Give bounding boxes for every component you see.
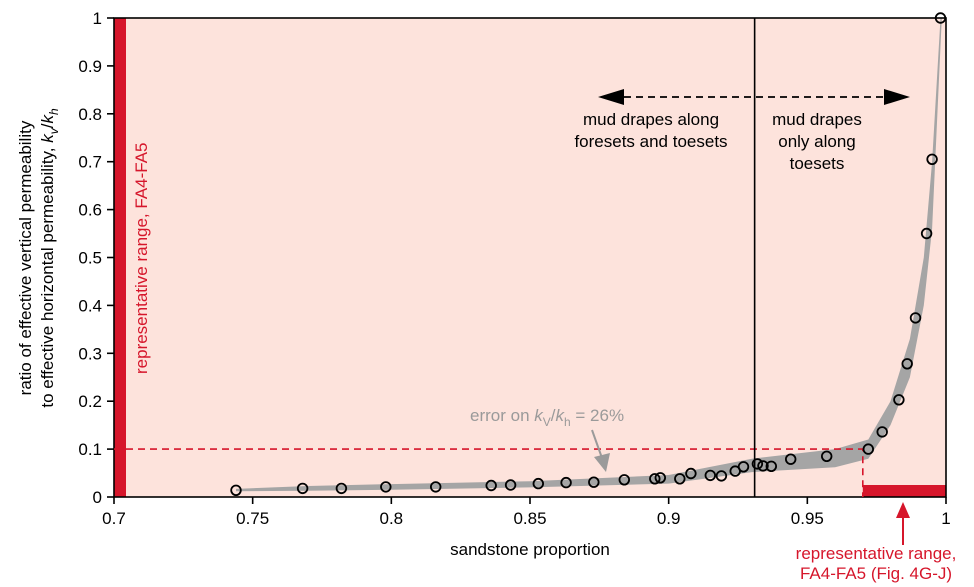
data-point [862, 443, 875, 455]
data-point [737, 461, 750, 473]
data-point [430, 481, 442, 493]
y-tick-label: 0 [93, 488, 102, 507]
y-tick-label: 0.3 [78, 344, 102, 363]
data-point [674, 473, 686, 485]
left-region-label-1: mud drapes along [583, 110, 719, 129]
data-point [926, 153, 938, 166]
data-point [901, 358, 913, 370]
data-point [380, 481, 392, 493]
y-tick-label: 0.9 [78, 57, 102, 76]
data-point [649, 473, 661, 485]
x-tick-label: 0.9 [657, 509, 681, 528]
representative-range-vertical-label: representative range, FA4-FA5 [132, 142, 151, 374]
right-region-label-1: mud drapes [772, 110, 862, 129]
y-axis-label-line1: ratio of effective vertical permeability [16, 120, 35, 395]
data-point [920, 227, 933, 240]
right-region-label-3: toesets [790, 154, 845, 173]
data-point [296, 482, 309, 495]
x-axis-label: sandstone proportion [450, 540, 610, 559]
data-point [876, 426, 888, 438]
x-tick-label: 1 [941, 509, 950, 528]
data-point [751, 458, 764, 470]
data-point [230, 484, 242, 497]
y-tick-label: 0.6 [78, 201, 102, 220]
x-tick-label: 0.75 [236, 509, 269, 528]
data-point [715, 470, 728, 482]
representative-range-horizontal-bar [862, 485, 946, 497]
data-point [821, 450, 833, 463]
shaded-region [114, 18, 946, 497]
data-point [618, 474, 631, 486]
left-region-label-2: foresets and toesets [574, 132, 727, 151]
error-label: error on kV/kh = 26% [470, 406, 624, 429]
y-axis-label-line2: to effective horizontal permeability, kv… [38, 108, 61, 408]
bottom-range-arrow-head [896, 502, 910, 518]
arrow-left-head [598, 89, 624, 105]
data-point [765, 460, 778, 473]
error-arrow-head [594, 453, 610, 472]
y-tick-label: 0.2 [78, 392, 102, 411]
x-tick-label: 0.7 [102, 509, 126, 528]
axis-ticks: 0.7 0.75 0.8 0.85 0.9 0.95 1 0 0.1 0.2 0.3 0.4 0.5 0.… [78, 9, 950, 528]
data-point [785, 453, 797, 465]
data-point [560, 476, 572, 489]
data-points [230, 12, 947, 497]
x-tick-label: 0.95 [791, 509, 824, 528]
y-tick-label: 0.1 [78, 440, 102, 459]
x-tick-label: 0.85 [513, 509, 546, 528]
y-tick-label: 0.5 [78, 249, 102, 268]
x-tick-label: 0.8 [380, 509, 404, 528]
data-point [335, 482, 348, 495]
y-tick-label: 1 [93, 9, 102, 28]
error-arrow-shaft [591, 429, 603, 459]
representative-range-vertical-bar [114, 18, 126, 497]
data-point [757, 460, 769, 472]
arrow-right-head [884, 89, 910, 105]
data-point [704, 469, 717, 482]
data-point [654, 472, 667, 484]
data-point [485, 479, 497, 492]
data-point [909, 312, 922, 324]
data-point [934, 12, 947, 24]
y-tick-label: 0.4 [78, 296, 102, 315]
error-band [236, 18, 942, 492]
bottom-range-label-2: FA4-FA5 (Fig. 4G-J) [800, 564, 952, 583]
y-tick-label: 0.7 [78, 153, 102, 172]
data-point [893, 394, 905, 406]
bottom-range-label-1: representative range, [796, 544, 957, 563]
right-region-label-2: only along [778, 132, 856, 151]
data-point [685, 467, 697, 480]
data-point [504, 479, 517, 491]
data-point [532, 477, 545, 490]
data-point [588, 476, 600, 488]
y-tick-label: 0.8 [78, 105, 102, 124]
